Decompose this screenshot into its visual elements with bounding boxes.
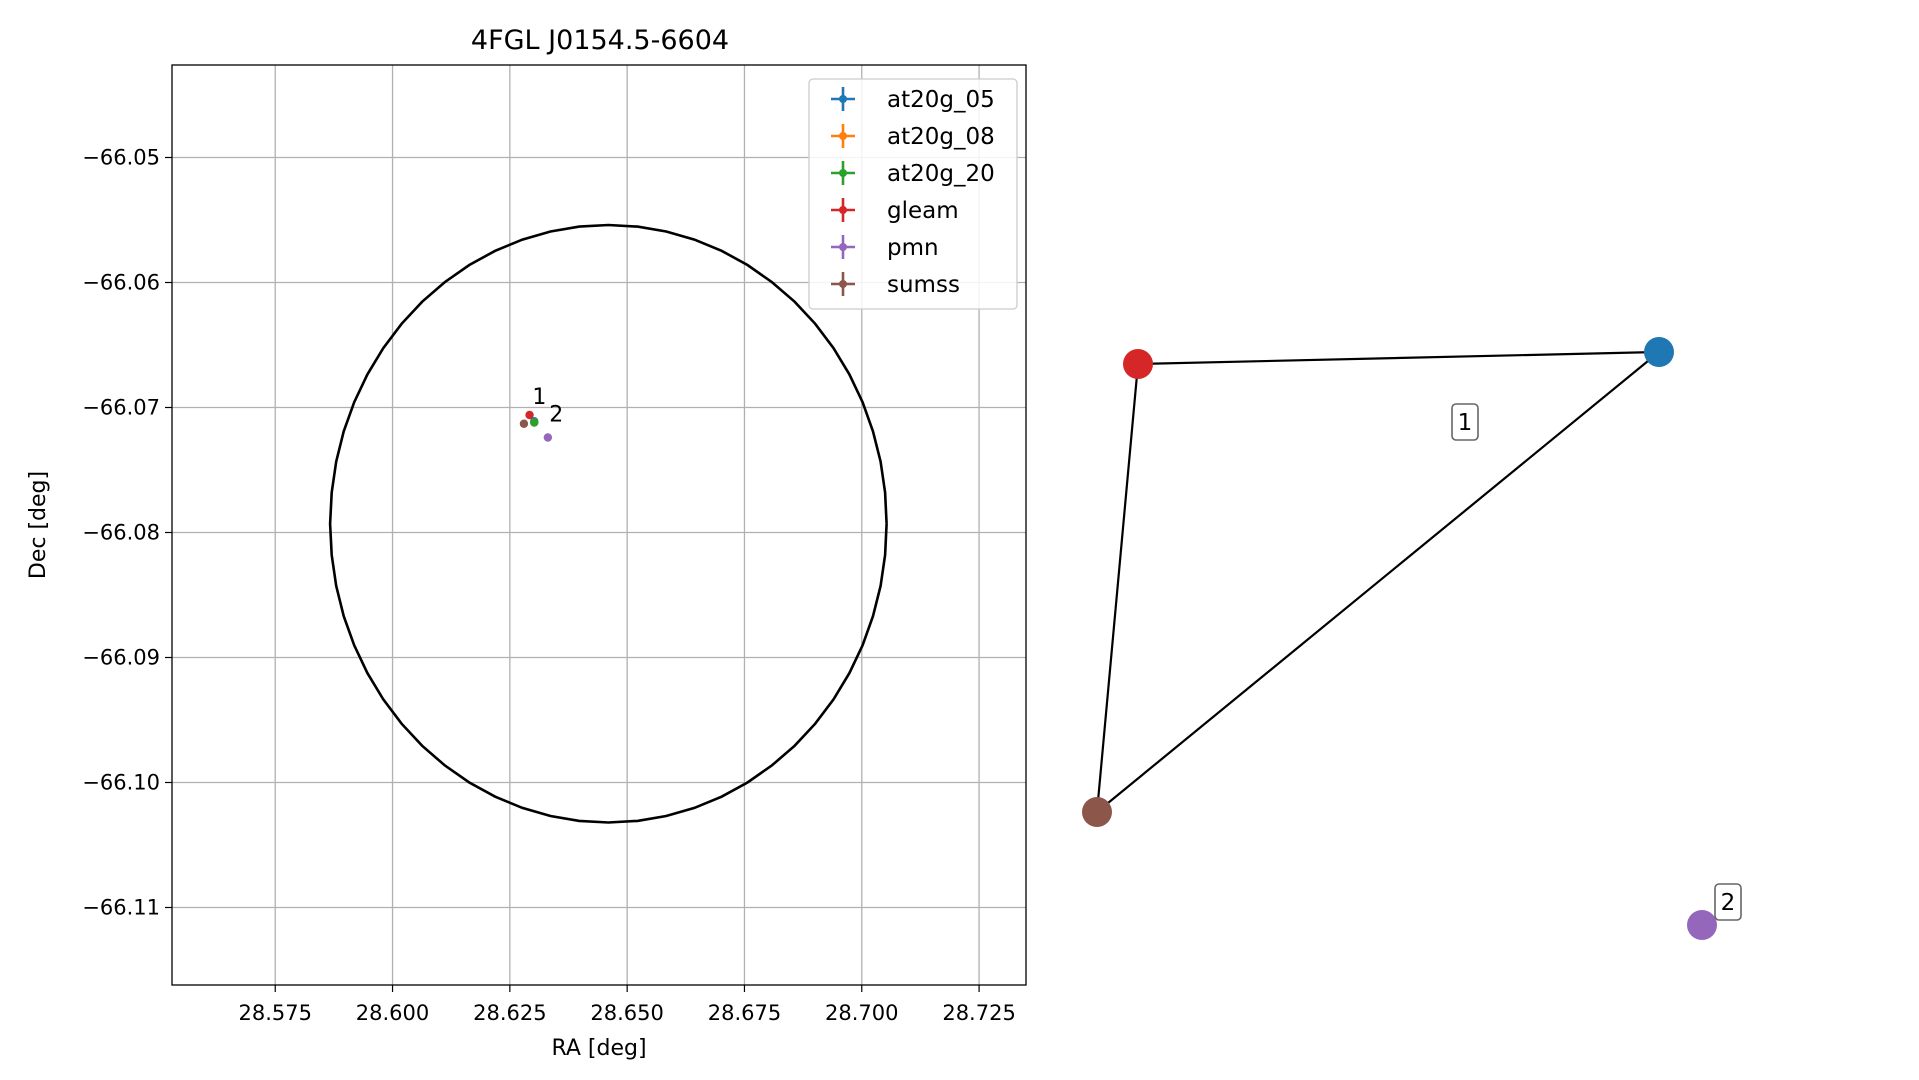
node-pmn bbox=[1687, 910, 1717, 940]
legend-label: at20g_05 bbox=[887, 87, 995, 113]
x-axis-label: RA [deg] bbox=[551, 1036, 646, 1061]
x-tick-label: 28.600 bbox=[356, 1001, 429, 1025]
scatter-panel: 4FGL J0154.5-6604 12 28.575 28.600 28.625 2… bbox=[26, 25, 1027, 1061]
x-tick-label: 28.725 bbox=[942, 1001, 1015, 1025]
point-annotation: 2 bbox=[549, 402, 563, 427]
x-tick-label: 28.700 bbox=[825, 1001, 898, 1025]
ellipse-outline bbox=[328, 223, 888, 824]
y-axis-ticks: −66.05 −66.06 −66.07 −66.08 −66.09 −66.10 −66.… bbox=[82, 146, 172, 920]
network-group-labels: 12 bbox=[1451, 403, 1742, 921]
y-axis-label: Dec [deg] bbox=[26, 471, 51, 579]
legend-label: sumss bbox=[887, 272, 960, 298]
node-at20g_05 bbox=[1644, 337, 1674, 367]
legend-label: pmn bbox=[887, 235, 939, 261]
group-label: 2 bbox=[1721, 890, 1736, 916]
y-tick-label: −66.06 bbox=[82, 271, 160, 295]
legend-dot-at20g_20 bbox=[839, 169, 847, 177]
legend-box bbox=[808, 78, 1018, 310]
chart-title: 4FGL J0154.5-6604 bbox=[471, 25, 729, 56]
x-tick-label: 28.625 bbox=[473, 1001, 546, 1025]
y-tick-label: −66.05 bbox=[82, 146, 160, 170]
data-point-pmn bbox=[543, 433, 553, 442]
y-tick-label: −66.09 bbox=[82, 646, 160, 670]
y-tick-label: −66.11 bbox=[82, 896, 160, 920]
y-tick-label: −66.08 bbox=[82, 521, 160, 545]
x-tick-label: 28.675 bbox=[708, 1001, 781, 1025]
point-annotations: 12 bbox=[532, 385, 563, 428]
point-annotation: 1 bbox=[532, 385, 546, 410]
legend-dot-sumss bbox=[839, 280, 847, 288]
network-nodes bbox=[1082, 337, 1717, 940]
data-point-at20g_20 bbox=[530, 418, 539, 427]
y-tick-label: −66.07 bbox=[82, 396, 160, 420]
node-gleam bbox=[1123, 349, 1153, 379]
edge-gleam-sumss bbox=[1095, 363, 1140, 813]
edge-sumss-at20g_05 bbox=[1096, 351, 1660, 813]
plot-frame bbox=[171, 64, 1027, 986]
group-label-box bbox=[1451, 403, 1479, 441]
node-sumss bbox=[1082, 797, 1112, 827]
source-points bbox=[519, 410, 553, 442]
x-axis-ticks: 28.575 28.600 28.625 28.650 28.675 28.700 28.7… bbox=[238, 985, 1016, 1025]
network-panel: 12 bbox=[1082, 337, 1742, 940]
legend-dot-pmn bbox=[839, 243, 847, 251]
group-label: 1 bbox=[1458, 410, 1473, 436]
x-tick-label: 28.575 bbox=[238, 1001, 311, 1025]
legend-label: at20g_08 bbox=[887, 124, 995, 150]
edge-gleam-at20g_05 bbox=[1137, 350, 1660, 366]
data-point-gleam bbox=[525, 410, 534, 420]
legend-dot-at20g_05 bbox=[839, 95, 847, 103]
legend-label: gleam bbox=[887, 198, 959, 224]
y-tick-label: −66.10 bbox=[82, 771, 160, 795]
group-label-box bbox=[1714, 883, 1742, 921]
legend-dot-gleam bbox=[839, 206, 847, 214]
legend-label: at20g_20 bbox=[887, 161, 995, 187]
legend-dot-at20g_08 bbox=[839, 132, 847, 140]
localization-ellipse bbox=[328, 223, 888, 824]
x-tick-label: 28.650 bbox=[590, 1001, 663, 1025]
data-point-sumss bbox=[519, 419, 529, 428]
network-edges bbox=[1095, 350, 1660, 813]
